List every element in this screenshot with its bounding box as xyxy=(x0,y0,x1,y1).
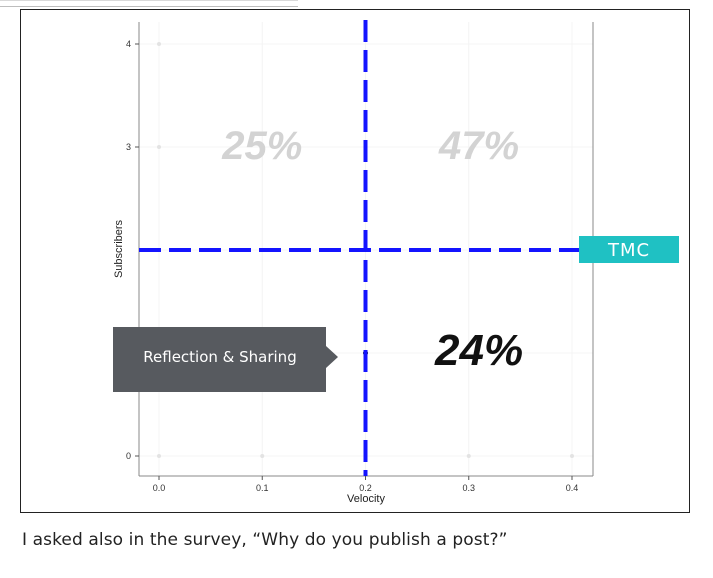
x-tick-label: 0.4 xyxy=(566,483,579,493)
tmc-marker xyxy=(579,236,679,263)
callout-box xyxy=(113,327,338,392)
data-point xyxy=(260,454,265,458)
y-tick-label: 3 xyxy=(126,142,131,152)
data-point xyxy=(157,454,161,458)
quadrant-label-emphasis: 24% xyxy=(434,326,523,375)
y-tick-label: 0 xyxy=(126,451,131,461)
caption: I asked also in the survey, “Why do you … xyxy=(22,530,508,550)
tmc-marker-label: TMC xyxy=(607,240,650,261)
x-tick-label: 0.1 xyxy=(256,483,269,493)
x-axis-label: Velocity xyxy=(347,493,385,505)
y-tick-label: 4 xyxy=(126,39,131,49)
data-point xyxy=(157,145,161,149)
callout-label: Reflection & Sharing xyxy=(143,348,296,366)
top-rule xyxy=(0,0,713,7)
quadrant-label-faded: 25% xyxy=(221,124,302,168)
x-tick-label: 0.0 xyxy=(153,483,166,493)
data-point xyxy=(466,454,471,458)
quadrant-label-faded: 47% xyxy=(438,124,519,168)
x-tick-label: 0.2 xyxy=(359,483,372,493)
y-axis-label: Subscribers xyxy=(113,219,125,278)
x-tick-label: 0.3 xyxy=(462,483,475,493)
data-point xyxy=(570,454,574,458)
data-point xyxy=(157,42,161,46)
